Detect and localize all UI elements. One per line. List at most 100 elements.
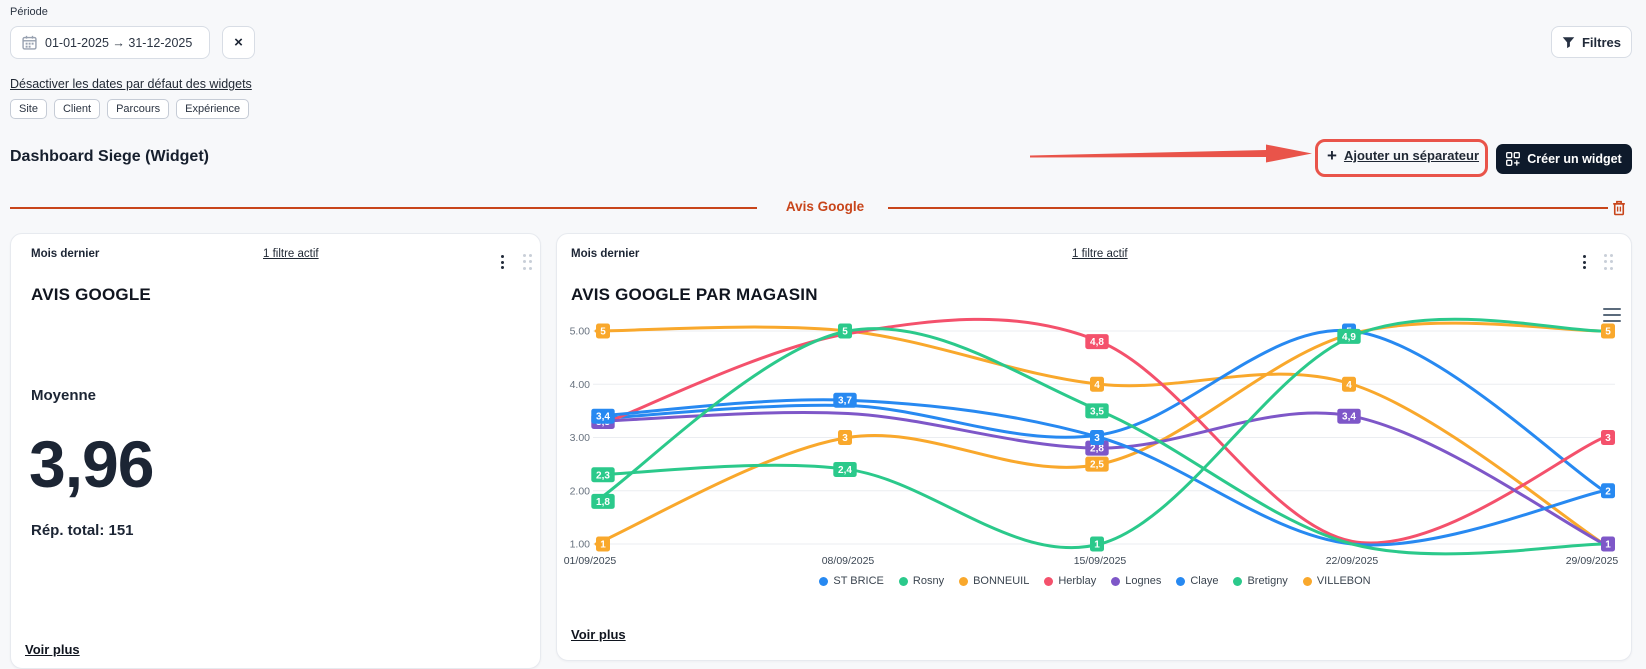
x-tick-label: 08/09/2025 [822, 555, 875, 567]
data-label-chip: 4,9 [1337, 328, 1361, 344]
data-label-chip: 4 [1342, 376, 1356, 392]
create-widget-label: Créer un widget [1527, 152, 1622, 166]
chart-menu-icon[interactable] [1603, 308, 1621, 322]
period-badge: Mois dernier [31, 248, 100, 260]
svg-text:3,7: 3,7 [838, 396, 852, 407]
svg-text:4: 4 [1346, 380, 1352, 391]
data-label-chip: 2,3 [591, 467, 615, 483]
separator-title: Avis Google [785, 199, 865, 214]
legend-dot [959, 576, 969, 586]
svg-text:2,8: 2,8 [1090, 444, 1104, 455]
annotation-highlight-box [1315, 139, 1488, 177]
x-tick-label: 29/09/2025 [1566, 555, 1619, 567]
legend-dot [819, 576, 829, 586]
page-title: Dashboard Siege (Widget) [10, 148, 209, 165]
filter-icon [1562, 36, 1575, 48]
metric-label: Moyenne [31, 387, 97, 404]
add-separator-label: Ajouter un séparateur [1343, 148, 1480, 163]
data-label-chip: 1 [1601, 536, 1615, 552]
disable-default-dates-link[interactable]: Désactiver les dates par défaut des widg… [10, 77, 252, 91]
data-label-chip: 3 [838, 430, 852, 445]
drag-handle-icon[interactable] [1604, 254, 1615, 270]
tag-parcours[interactable]: Parcours [107, 99, 170, 119]
data-label-chip: 3 [1601, 430, 1615, 445]
svg-text:4,9: 4,9 [1342, 332, 1356, 343]
tag-expérience[interactable]: Expérience [176, 99, 250, 119]
svg-text:4,8: 4,8 [1090, 337, 1104, 348]
y-tick-label: 3.00 [570, 432, 591, 444]
svg-text:4: 4 [1094, 380, 1100, 391]
clear-date-button[interactable]: × [222, 26, 255, 59]
svg-text:1: 1 [1094, 540, 1100, 551]
legend-item-bonneuil[interactable]: BONNEUIL [959, 575, 1029, 587]
svg-text:2,5: 2,5 [1090, 460, 1104, 471]
svg-text:3,4: 3,4 [596, 412, 610, 423]
avis-google-widget-card: Mois dernier 1 filtre actif AVIS GOOGLE … [10, 233, 541, 669]
add-separator-button[interactable]: + Ajouter un séparateur [1327, 147, 1479, 164]
svg-text:5: 5 [1605, 327, 1611, 338]
total-responses: Rép. total: 151 [31, 522, 134, 539]
metric-value: 3,96 [29, 427, 154, 501]
legend-item-lognes[interactable]: Lognes [1111, 575, 1161, 587]
see-more-link[interactable]: Voir plus [571, 627, 626, 642]
tag-client[interactable]: Client [53, 99, 101, 119]
svg-text:3,5: 3,5 [1090, 406, 1104, 417]
see-more-link[interactable]: Voir plus [25, 642, 80, 657]
data-label-chip: 4 [1090, 376, 1104, 392]
legend-item-st-brice[interactable]: ST BRICE [819, 575, 884, 587]
kebab-menu-icon[interactable] [1577, 254, 1591, 270]
legend-item-bretigny[interactable]: Bretigny [1233, 575, 1288, 587]
period-label: Période [10, 6, 48, 18]
y-tick-label: 4.00 [570, 379, 591, 391]
trash-icon[interactable] [1611, 200, 1627, 216]
data-label-chip: 3,5 [1085, 403, 1109, 419]
avis-google-par-magasin-widget-card: Mois dernier 1 filtre actif AVIS GOOGLE … [556, 233, 1632, 661]
date-range-value: 01-01-2025 → 31-12-2025 [45, 35, 193, 50]
data-label-chip: 5 [838, 323, 852, 339]
create-widget-button[interactable]: Créer un widget [1496, 144, 1632, 174]
legend-item-claye[interactable]: Claye [1176, 575, 1218, 587]
x-tick-label: 01/09/2025 [564, 555, 617, 567]
annotation-arrow [1030, 144, 1312, 163]
tag-site[interactable]: Site [10, 99, 47, 119]
legend-dot [1302, 576, 1312, 586]
legend-dot [898, 576, 908, 586]
data-label-chip: 1 [1090, 536, 1104, 552]
active-filter-link[interactable]: 1 filtre actif [1072, 248, 1128, 260]
tags-row: Site Client Parcours Expérience [10, 99, 250, 119]
legend-dot [1176, 576, 1186, 586]
legend-dot [1233, 576, 1243, 586]
data-label-chip: 3,7 [833, 392, 857, 408]
separator-line-right [888, 207, 1608, 209]
filters-button-label: Filtres [1581, 34, 1621, 50]
calendar-icon [22, 35, 37, 50]
y-tick-label: 2.00 [570, 485, 591, 497]
legend-item-herblay[interactable]: Herblay [1044, 575, 1096, 587]
svg-text:5: 5 [842, 327, 848, 338]
data-label-chip: 1 [596, 536, 610, 552]
svg-text:5: 5 [600, 327, 606, 338]
svg-text:2: 2 [1605, 486, 1611, 497]
legend-item-villebon[interactable]: VILLEBON [1302, 575, 1371, 587]
kebab-menu-icon[interactable] [495, 254, 509, 270]
widget-title: AVIS GOOGLE [31, 285, 151, 304]
data-label-chip: 3 [1090, 430, 1104, 445]
drag-handle-icon[interactable] [523, 254, 534, 270]
svg-text:3: 3 [842, 433, 848, 444]
active-filter-link[interactable]: 1 filtre actif [263, 248, 319, 260]
legend-dot [1111, 576, 1121, 586]
separator-line-left [10, 207, 757, 209]
date-range-input[interactable]: 01-01-2025 → 31-12-2025 [10, 26, 210, 59]
x-tick-label: 22/09/2025 [1326, 555, 1379, 567]
data-label-chip: 1,8 [591, 493, 615, 509]
svg-text:3,4: 3,4 [1342, 412, 1356, 423]
legend-item-rosny[interactable]: Rosny [898, 575, 944, 587]
data-label-chip: 4,8 [1085, 334, 1109, 350]
x-tick-label: 15/09/2025 [1074, 555, 1127, 567]
filters-button[interactable]: Filtres [1551, 26, 1632, 58]
data-label-chip: 2 [1601, 483, 1615, 499]
close-icon: × [234, 34, 243, 51]
data-label-chip: 2,5 [1085, 456, 1109, 472]
svg-text:1: 1 [600, 540, 606, 551]
data-label-chip: 2,4 [833, 461, 857, 477]
